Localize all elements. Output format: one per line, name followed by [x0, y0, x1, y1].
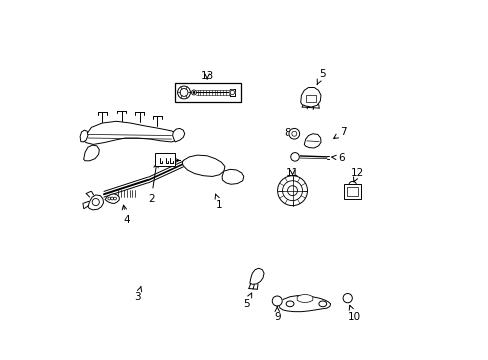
Circle shape: [113, 197, 116, 200]
Circle shape: [291, 131, 296, 136]
Circle shape: [287, 186, 297, 195]
FancyBboxPatch shape: [175, 83, 241, 103]
Polygon shape: [249, 268, 264, 284]
Circle shape: [290, 153, 299, 161]
Text: 1: 1: [215, 194, 223, 210]
Circle shape: [272, 296, 282, 306]
Polygon shape: [304, 134, 320, 148]
Circle shape: [288, 129, 299, 139]
Polygon shape: [105, 194, 119, 203]
Polygon shape: [182, 155, 224, 176]
Text: 5: 5: [243, 293, 251, 309]
Text: 11: 11: [285, 168, 299, 178]
Polygon shape: [172, 129, 184, 142]
Circle shape: [230, 90, 234, 95]
FancyBboxPatch shape: [155, 153, 175, 166]
Polygon shape: [88, 195, 103, 210]
Text: 5: 5: [317, 69, 325, 84]
Text: 12: 12: [350, 168, 364, 182]
Polygon shape: [278, 296, 330, 312]
Circle shape: [177, 86, 190, 99]
Circle shape: [343, 293, 351, 303]
Polygon shape: [83, 145, 99, 161]
Text: 13: 13: [200, 71, 213, 81]
Text: 8: 8: [284, 128, 294, 138]
FancyBboxPatch shape: [344, 184, 361, 198]
Text: 4: 4: [122, 205, 129, 225]
Polygon shape: [82, 121, 178, 144]
Circle shape: [191, 90, 196, 95]
Text: 2: 2: [148, 163, 158, 203]
Polygon shape: [80, 130, 88, 142]
Text: 10: 10: [347, 305, 360, 322]
Circle shape: [110, 197, 113, 200]
Circle shape: [282, 181, 302, 201]
Text: 7: 7: [333, 127, 346, 139]
Polygon shape: [297, 294, 312, 302]
FancyBboxPatch shape: [305, 95, 315, 102]
Polygon shape: [300, 87, 320, 107]
Polygon shape: [222, 169, 244, 184]
FancyBboxPatch shape: [346, 187, 358, 196]
Circle shape: [92, 198, 99, 206]
Circle shape: [180, 89, 187, 96]
Circle shape: [108, 197, 110, 200]
Circle shape: [193, 92, 194, 93]
Text: 3: 3: [134, 286, 142, 302]
Text: 6: 6: [331, 153, 344, 163]
Circle shape: [277, 176, 307, 206]
Text: 9: 9: [273, 306, 280, 322]
